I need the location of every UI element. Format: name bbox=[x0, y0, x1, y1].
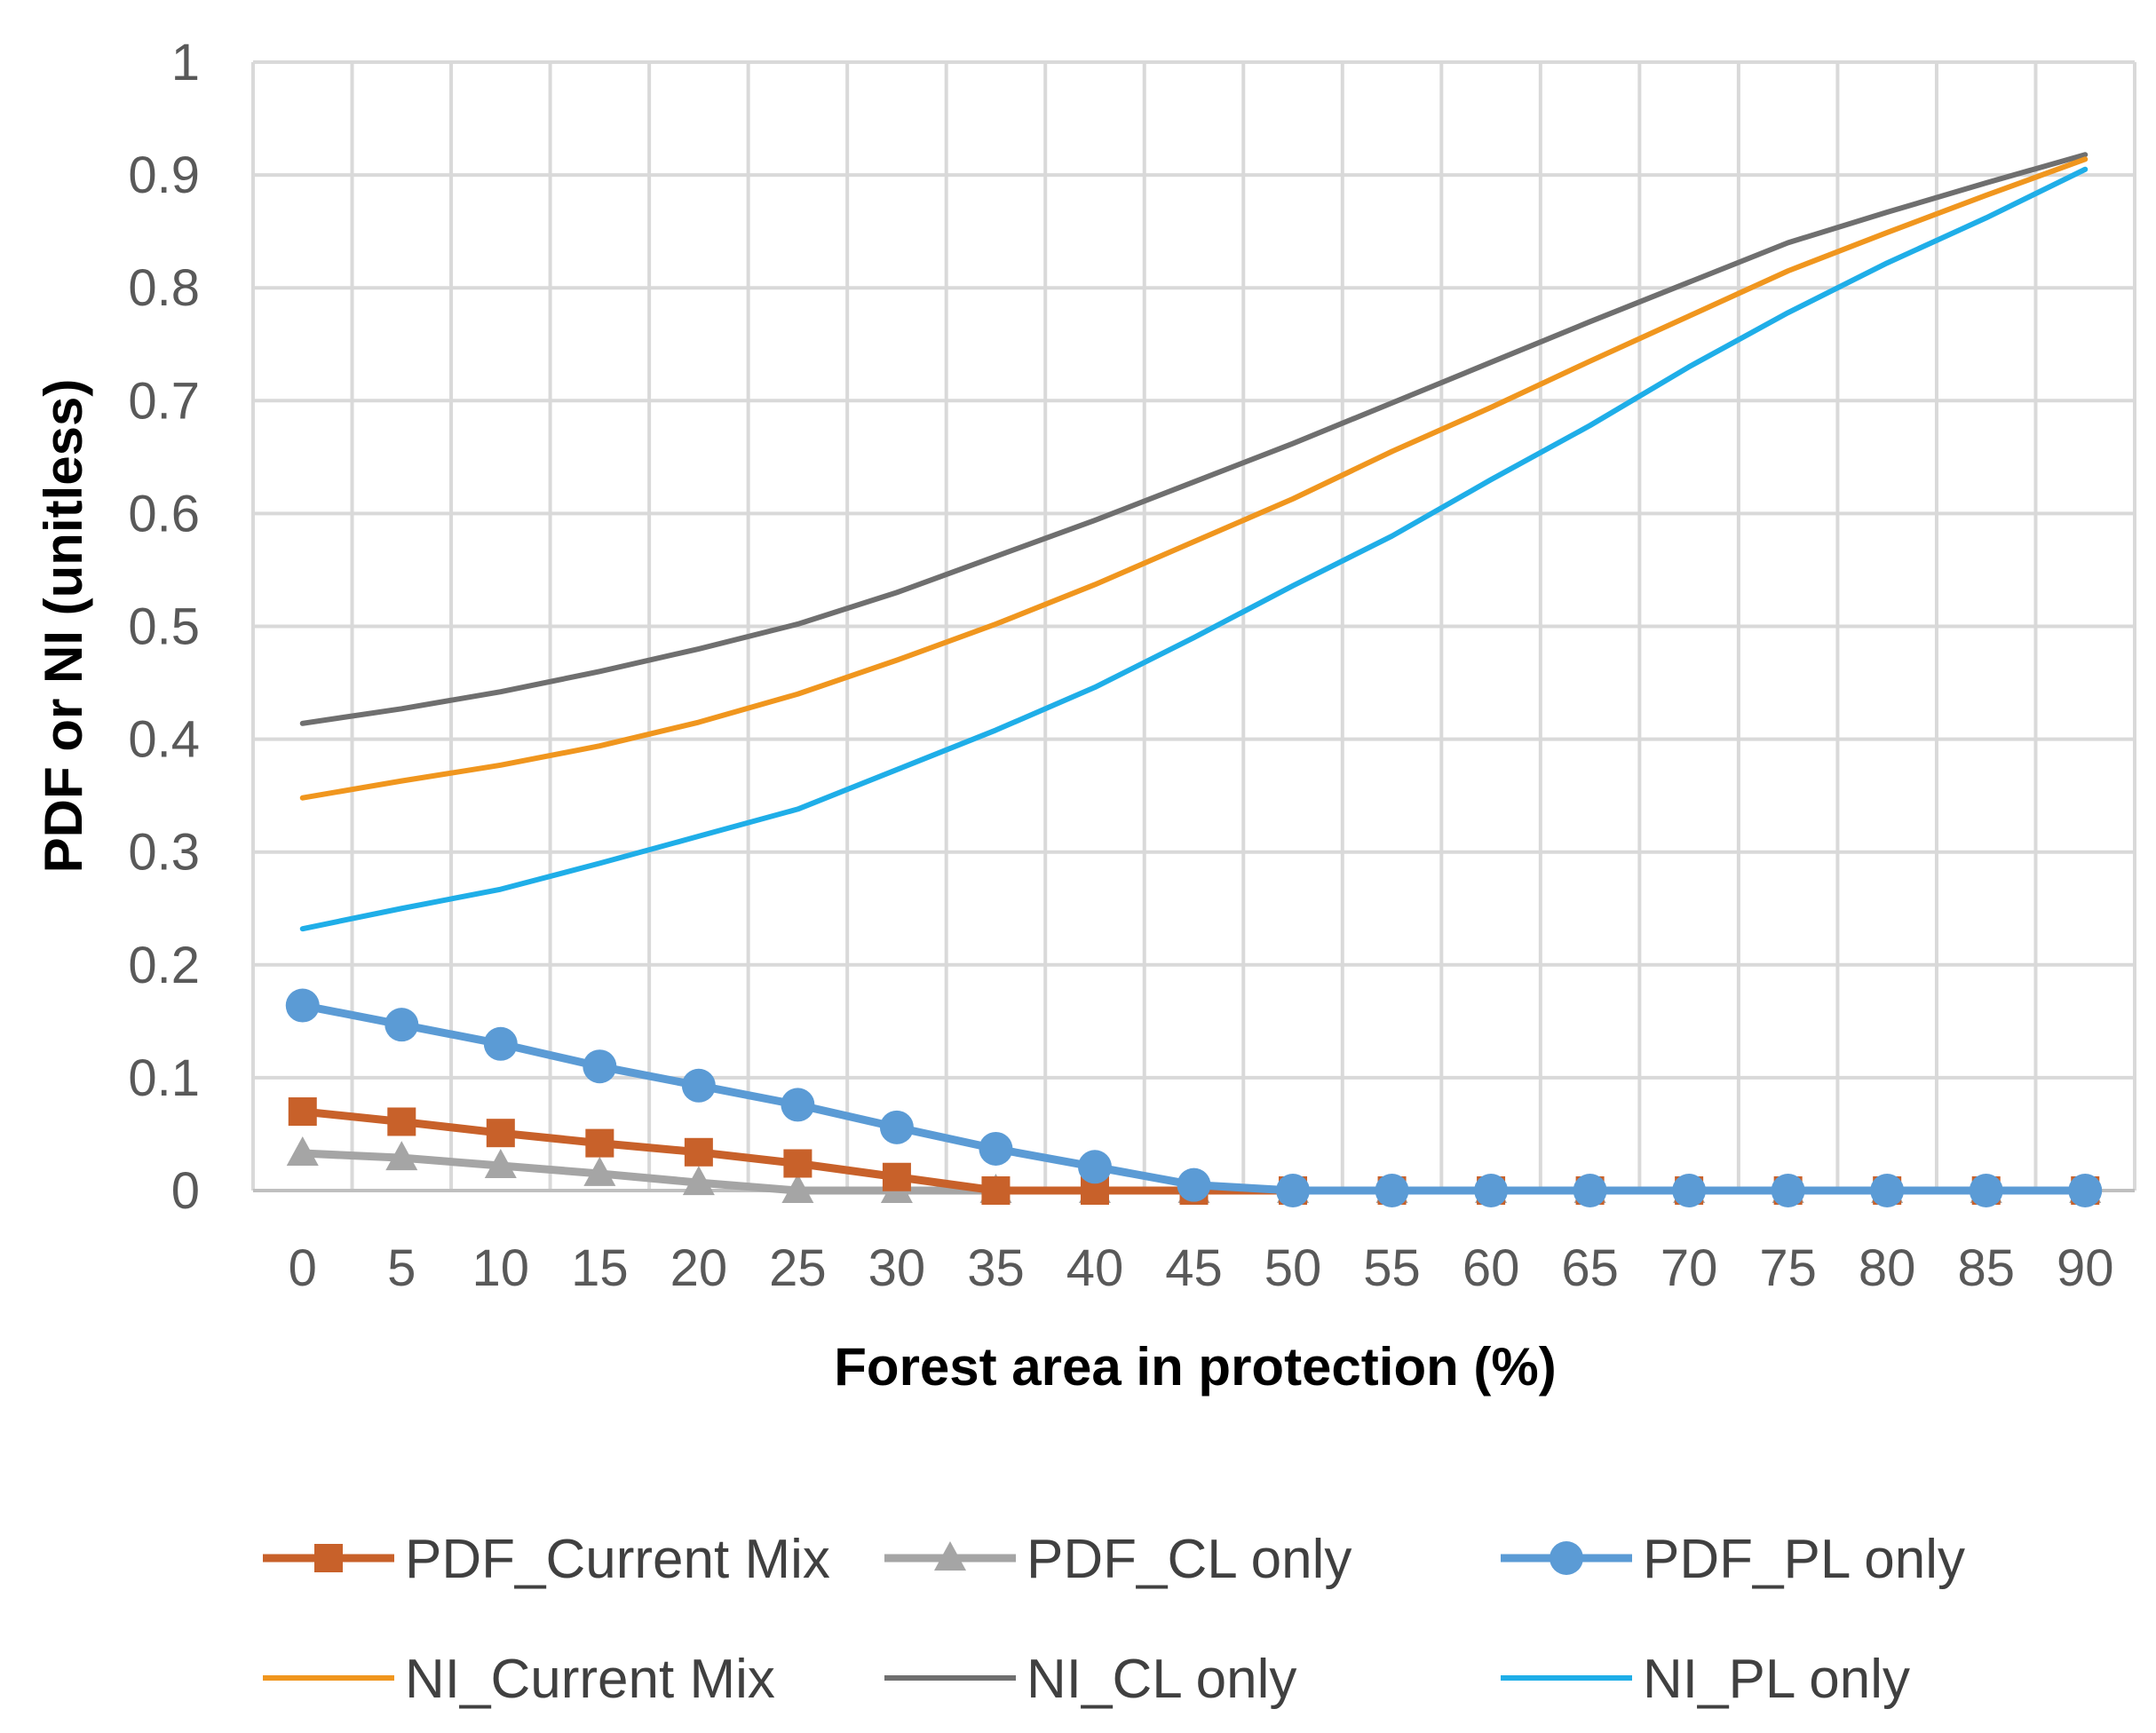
legend-marker bbox=[934, 1541, 966, 1571]
x-tick-label: 15 bbox=[571, 1239, 629, 1297]
data-point bbox=[483, 1026, 518, 1061]
y-tick-label: 0.5 bbox=[128, 598, 200, 656]
series-ni-cl-only bbox=[299, 152, 2089, 726]
x-tick-label: 85 bbox=[1957, 1239, 2015, 1297]
data-point bbox=[583, 1156, 616, 1186]
x-tick-label: 55 bbox=[1363, 1239, 1421, 1297]
legend-marker bbox=[314, 1544, 343, 1572]
x-axis-title: Forest area in protection (%) bbox=[834, 1337, 1556, 1397]
y-tick-label: 0.6 bbox=[128, 485, 200, 542]
y-tick-label: 0.8 bbox=[128, 259, 200, 317]
x-tick-label: 0 bbox=[289, 1239, 317, 1297]
y-tick-label: 0.4 bbox=[128, 711, 200, 769]
data-point bbox=[681, 1068, 716, 1103]
grid bbox=[251, 60, 2136, 1192]
data-point bbox=[684, 1137, 713, 1167]
legend-label: PDF_PL only bbox=[1643, 1529, 1965, 1590]
data-point bbox=[285, 988, 320, 1023]
data-point bbox=[882, 1162, 911, 1191]
data-point bbox=[879, 1110, 914, 1144]
data-point bbox=[682, 1166, 715, 1196]
data-point bbox=[387, 1107, 416, 1136]
legend-item: PDF_CL only bbox=[884, 1529, 1351, 1590]
data-point bbox=[981, 1176, 1011, 1205]
data-point bbox=[1969, 1174, 2003, 1207]
data-point bbox=[1276, 1174, 1311, 1207]
legend-label: PDF_CL only bbox=[1026, 1529, 1351, 1590]
x-tick-label: 20 bbox=[670, 1239, 728, 1297]
x-tick-label: 45 bbox=[1165, 1239, 1223, 1297]
data-point bbox=[286, 1136, 319, 1167]
series-pdf-pl-only bbox=[285, 988, 2103, 1207]
y-tick-label: 0.1 bbox=[128, 1049, 200, 1107]
legend-label: NI_PL only bbox=[1643, 1649, 1910, 1710]
data-point bbox=[288, 1097, 317, 1127]
y-axis-ticks: 0 0.1 0.2 0.3 0.4 0.5 0.6 0.7 0.8 0.9 1 bbox=[128, 34, 200, 1220]
data-point bbox=[1573, 1174, 1607, 1207]
y-tick-label: 1 bbox=[171, 34, 200, 91]
data-point bbox=[585, 1128, 614, 1158]
x-tick-label: 75 bbox=[1759, 1239, 1817, 1297]
data-point bbox=[1870, 1174, 1905, 1207]
data-point bbox=[979, 1131, 1013, 1166]
data-point bbox=[384, 1008, 419, 1042]
x-tick-label: 5 bbox=[387, 1239, 416, 1297]
legend-label: NI_Current Mix bbox=[405, 1649, 775, 1710]
legend-marker bbox=[1550, 1541, 1583, 1575]
x-tick-label: 40 bbox=[1066, 1239, 1124, 1297]
x-tick-label: 30 bbox=[868, 1239, 926, 1297]
series-ni-current-mix bbox=[299, 156, 2089, 801]
y-tick-label: 0.7 bbox=[128, 372, 200, 430]
series-line bbox=[299, 166, 2089, 932]
series-line bbox=[299, 156, 2089, 801]
x-tick-label: 60 bbox=[1462, 1239, 1520, 1297]
legend-label: PDF_Current Mix bbox=[405, 1529, 830, 1590]
data-point bbox=[781, 1174, 814, 1203]
data-point bbox=[783, 1149, 812, 1178]
y-axis-title: PDF or NI (unitless) bbox=[34, 379, 93, 874]
data-point bbox=[385, 1141, 418, 1171]
x-tick-label: 35 bbox=[967, 1239, 1025, 1297]
data-point bbox=[1077, 1150, 1112, 1184]
x-tick-label: 50 bbox=[1264, 1239, 1322, 1297]
data-point bbox=[1474, 1174, 1509, 1207]
y-tick-label: 0.2 bbox=[128, 937, 200, 994]
y-tick-label: 0.3 bbox=[128, 824, 200, 882]
legend: PDF_Current Mix PDF_CL only PDF_PL only NI_… bbox=[263, 1529, 1965, 1710]
y-tick-label: 0 bbox=[171, 1162, 200, 1220]
x-tick-label: 25 bbox=[769, 1239, 827, 1297]
x-tick-label: 90 bbox=[2057, 1239, 2114, 1297]
legend-item: NI_CL only bbox=[884, 1649, 1296, 1710]
data-point bbox=[1771, 1174, 1805, 1207]
legend-item: NI_PL only bbox=[1501, 1649, 1910, 1710]
legend-item: PDF_Current Mix bbox=[263, 1529, 830, 1590]
y-tick-label: 0.9 bbox=[128, 146, 200, 204]
legend-item: PDF_PL only bbox=[1501, 1529, 1965, 1590]
data-point bbox=[1375, 1174, 1409, 1207]
legend-item: NI_Current Mix bbox=[263, 1649, 775, 1710]
data-point bbox=[2068, 1174, 2103, 1207]
x-tick-label: 70 bbox=[1661, 1239, 1718, 1297]
legend-label: NI_CL only bbox=[1026, 1649, 1296, 1710]
x-tick-label: 10 bbox=[472, 1239, 530, 1297]
series-line bbox=[299, 152, 2089, 726]
x-tick-label: 65 bbox=[1561, 1239, 1619, 1297]
data-point bbox=[484, 1149, 517, 1179]
x-axis-ticks: 0 5 10 15 20 25 30 35 40 45 50 55 60 65 70 75 80 85 90 bbox=[289, 1239, 2114, 1297]
data-point bbox=[781, 1088, 815, 1122]
data-point bbox=[1672, 1174, 1707, 1207]
x-tick-label: 80 bbox=[1859, 1239, 1916, 1297]
data-point bbox=[486, 1119, 515, 1148]
data-point bbox=[1177, 1167, 1211, 1202]
data-point bbox=[583, 1049, 617, 1084]
series-line bbox=[298, 1001, 2089, 1195]
series-group bbox=[285, 152, 2103, 1207]
series-ni-pl-only bbox=[299, 166, 2089, 932]
